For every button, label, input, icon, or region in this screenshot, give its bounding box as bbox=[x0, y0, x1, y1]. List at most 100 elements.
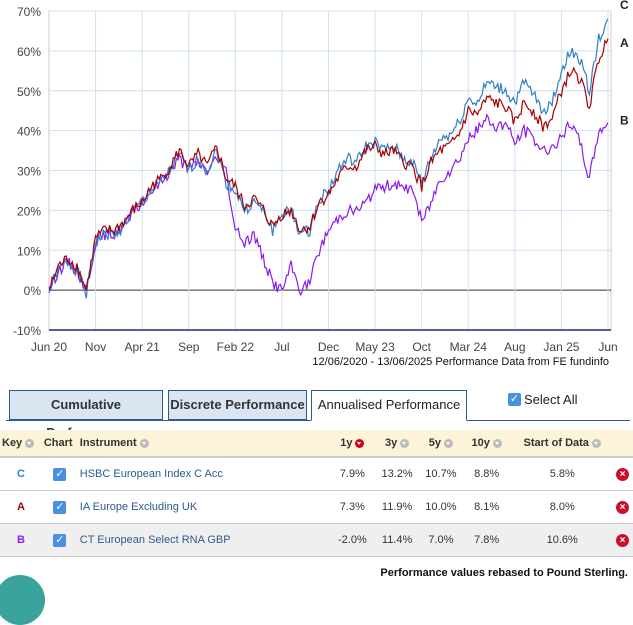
col-label: Start of Data bbox=[523, 437, 589, 449]
row-instrument-link[interactable]: IA Europe Excluding UK bbox=[77, 490, 330, 524]
series-line-A bbox=[48, 38, 609, 291]
tab-discrete[interactable]: Discrete Performance bbox=[168, 390, 307, 420]
col-start[interactable]: Start of Data bbox=[510, 430, 614, 458]
row-5y: 7.0% bbox=[419, 523, 463, 557]
series-label: C bbox=[620, 0, 629, 12]
y-tick-label: 40% bbox=[17, 125, 41, 139]
tab-cumulative[interactable]: Cumulative Performance bbox=[9, 390, 163, 440]
x-tick-label: Nov bbox=[85, 340, 106, 354]
y-tick-label: 30% bbox=[17, 165, 41, 179]
row-chart-toggle[interactable]: ✓ bbox=[41, 523, 78, 557]
col-3y[interactable]: 3y bbox=[375, 430, 419, 458]
remove-icon: × bbox=[616, 467, 629, 481]
x-tick-label: Oct bbox=[412, 340, 431, 354]
row-10y: 8.1% bbox=[462, 490, 511, 524]
y-tick-label: 10% bbox=[17, 244, 41, 258]
row-10y: 8.8% bbox=[462, 457, 511, 491]
col-label: Instrument bbox=[79, 437, 137, 449]
y-tick-label: 20% bbox=[17, 204, 41, 218]
sort-icon[interactable] bbox=[139, 438, 149, 448]
col-remove bbox=[614, 430, 633, 458]
chart-checkbox[interactable]: ✓ bbox=[53, 500, 67, 514]
select-all-label: Select All bbox=[524, 392, 578, 407]
select-all[interactable]: ✓ Select All bbox=[508, 392, 577, 407]
col-5y[interactable]: 5y bbox=[419, 430, 463, 458]
row-key: C bbox=[0, 457, 42, 491]
row-5y: 10.7% bbox=[419, 457, 463, 491]
select-all-checkbox[interactable]: ✓ bbox=[508, 393, 521, 406]
x-tick-label: Aug bbox=[504, 340, 525, 354]
y-tick-label: -10% bbox=[13, 324, 41, 338]
series-label: A bbox=[620, 36, 629, 50]
table-row: B ✓ CT European Select RNA GBP -2.0% 11.… bbox=[0, 523, 633, 557]
chart-checkbox[interactable]: ✓ bbox=[53, 467, 67, 481]
y-tick-label: 0% bbox=[24, 284, 42, 298]
sort-icon[interactable] bbox=[444, 438, 454, 448]
col-label: 3y bbox=[384, 437, 398, 449]
y-tick-label: 60% bbox=[17, 45, 41, 59]
col-label: Key bbox=[2, 437, 23, 449]
x-tick-label: Apr 21 bbox=[124, 340, 160, 354]
row-1y: -2.0% bbox=[329, 523, 376, 557]
row-start: 8.0% bbox=[510, 490, 614, 524]
row-instrument-link[interactable]: CT European Select RNA GBP bbox=[77, 523, 330, 557]
x-tick-label: Sep bbox=[178, 340, 200, 354]
chart-checkbox[interactable]: ✓ bbox=[53, 533, 67, 547]
col-label: 10y bbox=[471, 437, 490, 449]
sort-icon[interactable] bbox=[400, 438, 410, 448]
x-tick-label: Dec bbox=[318, 340, 339, 354]
col-key[interactable]: Key bbox=[0, 430, 42, 458]
col-label: 5y bbox=[428, 437, 442, 449]
x-tick-label: Feb 22 bbox=[217, 340, 255, 354]
x-tick-label: Mar 24 bbox=[450, 340, 488, 354]
remove-icon: × bbox=[616, 533, 629, 547]
x-tick-label: Jun 20 bbox=[31, 340, 67, 354]
row-10y: 7.8% bbox=[462, 523, 511, 557]
tab-annualised[interactable]: Annualised Performance bbox=[311, 390, 467, 421]
col-label: Chart bbox=[43, 437, 73, 449]
table-row: A ✓ IA Europe Excluding UK 7.3% 11.9% 10… bbox=[0, 490, 633, 524]
series-line-C bbox=[48, 18, 609, 299]
row-3y: 11.9% bbox=[375, 490, 419, 524]
sort-icon[interactable] bbox=[492, 438, 502, 448]
sort-icon[interactable] bbox=[591, 438, 601, 448]
row-start: 5.8% bbox=[510, 457, 614, 491]
row-1y: 7.3% bbox=[329, 490, 376, 524]
x-tick-label: Jan 25 bbox=[543, 340, 579, 354]
table-row: C ✓ HSBC European Index C Acc 7.9% 13.2%… bbox=[0, 457, 633, 491]
row-chart-toggle[interactable]: ✓ bbox=[41, 490, 78, 524]
col-chart: Chart bbox=[41, 430, 78, 458]
row-1y: 7.9% bbox=[329, 457, 376, 491]
x-tick-label: Jun bbox=[598, 340, 617, 354]
col-label: 1y bbox=[340, 437, 353, 449]
sort-active-icon[interactable] bbox=[355, 438, 365, 448]
x-tick-label: Jul bbox=[274, 340, 289, 354]
sort-icon[interactable] bbox=[25, 438, 35, 448]
row-start: 10.6% bbox=[510, 523, 614, 557]
remove-button[interactable]: × bbox=[614, 523, 633, 557]
footer-note: Performance values rebased to Pound Ster… bbox=[380, 567, 628, 579]
remove-button[interactable]: × bbox=[614, 490, 633, 524]
x-tick-label: May 23 bbox=[355, 340, 395, 354]
table-header: Key Chart Instrument 1y 3y 5y 10y Start … bbox=[0, 430, 633, 458]
row-5y: 10.0% bbox=[419, 490, 463, 524]
row-key: B bbox=[0, 523, 42, 557]
y-tick-label: 50% bbox=[17, 85, 41, 99]
col-1y[interactable]: 1y bbox=[329, 430, 376, 458]
series-label: B bbox=[620, 114, 629, 128]
performance-table: Key Chart Instrument 1y 3y 5y 10y Start … bbox=[0, 430, 633, 557]
y-tick-label: 70% bbox=[17, 5, 41, 19]
chat-button[interactable] bbox=[0, 575, 45, 625]
chart-caption: 12/06/2020 - 13/06/2025 Performance Data… bbox=[312, 356, 609, 368]
col-10y[interactable]: 10y bbox=[462, 430, 511, 458]
col-instrument[interactable]: Instrument bbox=[77, 430, 330, 458]
row-chart-toggle[interactable]: ✓ bbox=[41, 457, 78, 491]
row-3y: 13.2% bbox=[375, 457, 419, 491]
remove-button[interactable]: × bbox=[614, 457, 633, 491]
performance-chart: 70% 60% 50% 40% 30% 20% 10% 0% -10% Jun 20 Nov Apr … bbox=[13, 0, 629, 368]
performance-tabs: Cumulative Performance Discrete Performa… bbox=[6, 390, 630, 440]
row-3y: 11.4% bbox=[375, 523, 419, 557]
row-instrument-link[interactable]: HSBC European Index C Acc bbox=[77, 457, 330, 491]
remove-icon: × bbox=[616, 500, 629, 514]
row-key: A bbox=[0, 490, 42, 524]
